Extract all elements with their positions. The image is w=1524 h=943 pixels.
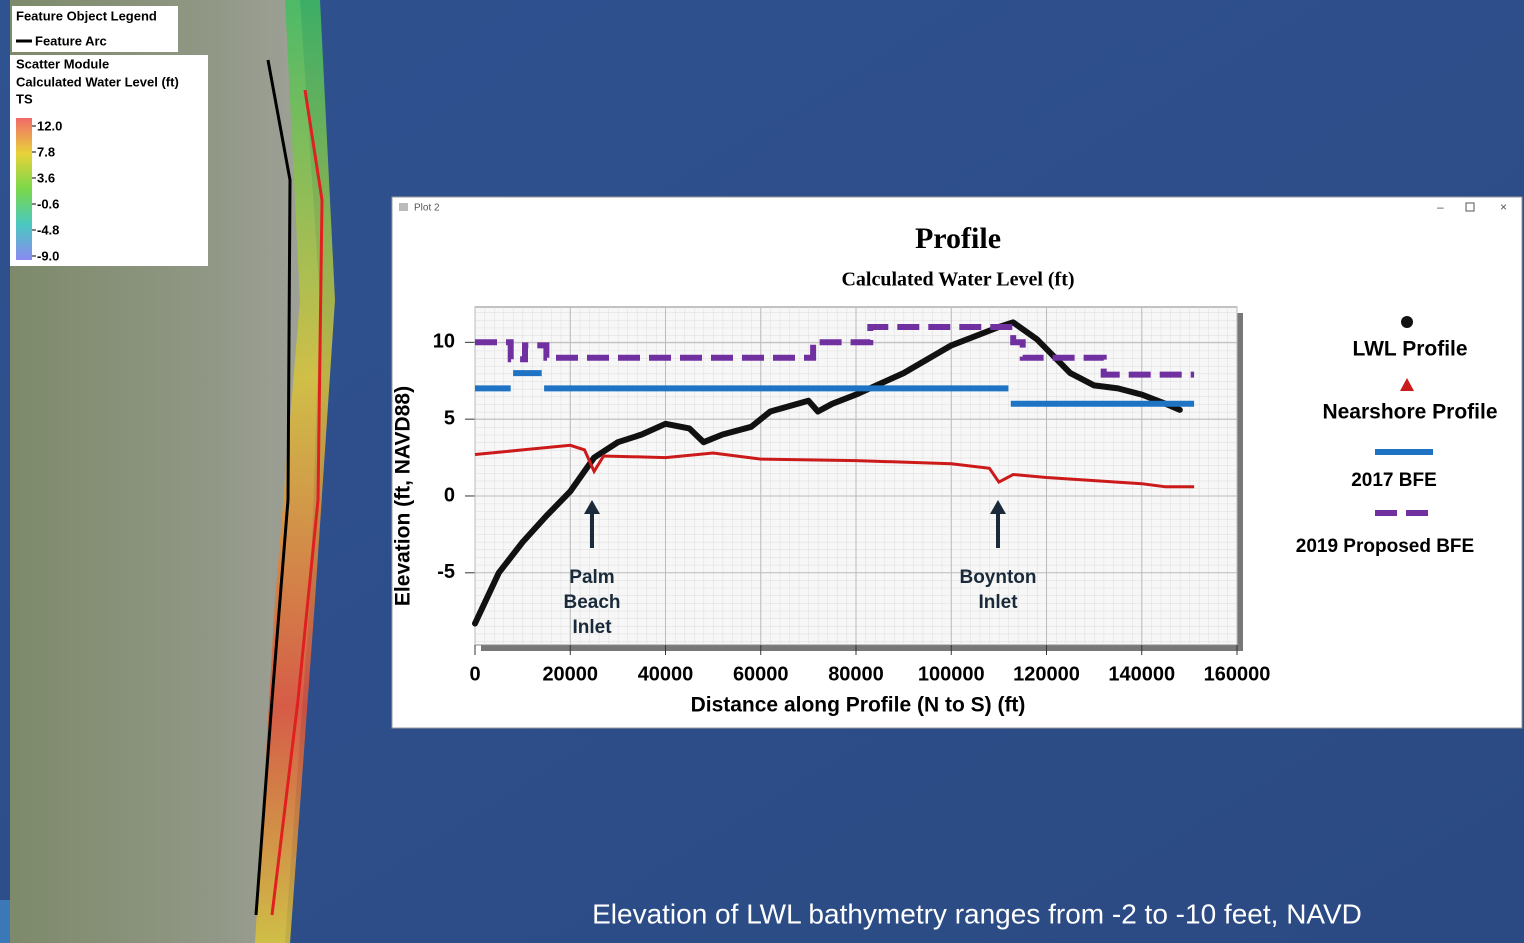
mesh-band: [255, 0, 335, 943]
scale-label: -0.6: [37, 196, 59, 211]
x-tick-label: 20000: [542, 663, 598, 685]
annotation: Boynton: [959, 567, 1036, 588]
window-icon: [399, 203, 408, 211]
chart-subtitle: Calculated Water Level (ft): [841, 269, 1074, 291]
caption: Elevation of LWL bathymetry ranges from …: [592, 898, 1362, 929]
scale-label: 3.6: [37, 170, 55, 185]
series-line: [475, 324, 1195, 378]
series-line: [474, 443, 1195, 489]
map-legend: Feature Object Legend Feature Arc Scatte…: [10, 6, 208, 266]
chart-title: Profile: [915, 222, 1001, 255]
arrow-head: [990, 500, 1006, 514]
legend-item: Feature Arc: [35, 33, 107, 48]
legend-box: [12, 6, 178, 52]
close-button[interactable]: ×: [1500, 200, 1507, 214]
legend-label: LWL Profile: [1352, 338, 1467, 361]
legend-marker: [1400, 378, 1414, 391]
legend-label: 2019 Proposed BFE: [1296, 536, 1474, 557]
annotation: Inlet: [978, 592, 1018, 613]
annotation: Palm: [569, 567, 614, 588]
y-tick-label: 5: [444, 407, 455, 429]
minimize-button[interactable]: –: [1437, 200, 1444, 214]
legend-label: Nearshore Profile: [1322, 401, 1497, 424]
y-tick-label: 10: [433, 331, 455, 353]
x-tick-label: 40000: [638, 663, 694, 685]
feature-arc: [254, 59, 292, 916]
x-tick-label: 160000: [1204, 663, 1271, 685]
x-axis-label: Distance along Profile (N to S) (ft): [691, 694, 1026, 717]
maximize-button[interactable]: [1465, 202, 1475, 212]
x-tick-label: 120000: [1013, 663, 1080, 685]
scale-label: 12.0: [37, 118, 62, 133]
x-tick-label: 60000: [733, 663, 789, 685]
series-line: [475, 370, 1195, 407]
arrow-head: [584, 500, 600, 514]
legend-box: [10, 55, 208, 266]
legend-item: TS: [16, 91, 33, 106]
y-tick-label: 0: [444, 484, 455, 506]
edge: [0, 900, 10, 943]
x-tick-label: 80000: [828, 663, 884, 685]
window-title: Plot 2: [414, 203, 440, 214]
legend-marker: [1401, 316, 1413, 328]
annotation: Beach: [563, 592, 620, 613]
legend-item: Scatter Module: [16, 56, 109, 71]
y-tick-label: -5: [437, 561, 455, 583]
color-bar: [16, 118, 32, 260]
x-tick-label: 140000: [1108, 663, 1175, 685]
scale-label: 7.8: [37, 144, 55, 159]
legend-label: 2017 BFE: [1351, 470, 1437, 491]
annotation: Inlet: [572, 617, 612, 638]
legend-item: Calculated Water Level (ft): [16, 74, 179, 89]
scale-label: -4.8: [37, 222, 59, 237]
legend-title: Feature Object Legend: [16, 8, 157, 23]
scale-label: -9.0: [37, 248, 59, 263]
plot-window: Plot 2 – × Profile Calculated Water Leve…: [391, 196, 1523, 729]
x-tick-label: 0: [469, 663, 480, 685]
x-tick-label: 100000: [918, 663, 985, 685]
series-line: [472, 319, 1183, 627]
y-axis-label: Elevation (ft, NAVD88): [392, 386, 415, 606]
nearshore-arc: [270, 89, 324, 916]
